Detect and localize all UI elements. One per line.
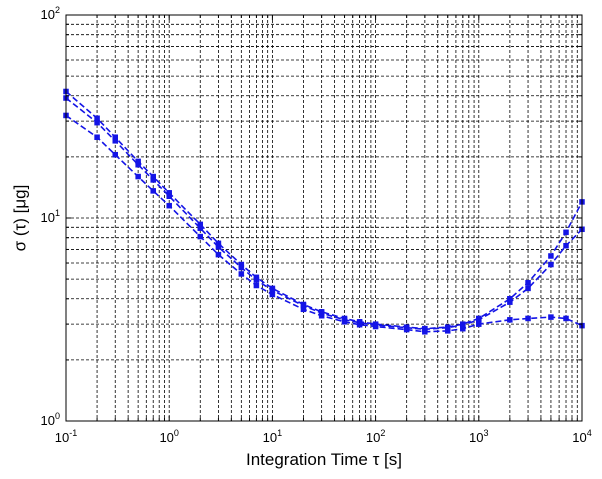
series-3-point	[238, 271, 245, 277]
x-tick-label: 101	[263, 428, 282, 445]
x-tick-label: 10-1	[55, 428, 77, 445]
series-3-point	[135, 173, 141, 180]
series-3-point	[548, 314, 554, 320]
x-tick-label: 104	[572, 428, 591, 445]
series-2-point	[215, 244, 222, 250]
series-3-point	[507, 317, 513, 323]
data-series	[63, 88, 585, 335]
y-tick-labels: 100 101 102	[41, 5, 60, 428]
series-3-point	[476, 321, 482, 327]
series-3-point	[356, 321, 363, 328]
series-3-point	[112, 151, 118, 158]
x-axis-label: Integration Time τ [s]	[245, 450, 402, 469]
series-2-point	[548, 261, 554, 268]
plot-frame	[65, 14, 583, 422]
series-2-point	[94, 119, 100, 126]
series-3-point	[150, 188, 156, 194]
series-2-line	[65, 97, 583, 331]
y-tick-label: 101	[41, 208, 60, 225]
series-2-point	[238, 264, 245, 271]
series-3-point	[372, 323, 379, 330]
series-2-point	[150, 177, 156, 183]
series-3-point	[403, 326, 410, 333]
series-3-point	[166, 202, 172, 209]
series-2-point	[112, 138, 118, 144]
series-3-point	[525, 315, 531, 322]
series-3-line	[65, 114, 583, 333]
y-tick-label: 100	[41, 411, 60, 428]
series-2-point	[197, 225, 204, 232]
series-3-point	[94, 134, 100, 140]
series-2-point	[563, 242, 569, 249]
x-tick-label: 100	[159, 428, 178, 445]
y-tick-label: 102	[41, 5, 60, 22]
grid-lines	[66, 15, 582, 421]
series-3-point	[318, 312, 325, 319]
x-tick-labels: 10-1 100 101 102 103 104	[55, 428, 592, 445]
series-3-point	[215, 251, 222, 258]
series-3-point	[563, 315, 569, 322]
series-1-point	[563, 229, 569, 236]
series-2-point	[525, 285, 531, 292]
y-axis-label: σ (τ) [μg]	[9, 184, 29, 252]
series-3-point	[444, 328, 451, 334]
series-3-point	[422, 329, 428, 335]
series-1-line	[65, 90, 583, 330]
series-3-point	[269, 291, 276, 298]
series-3-point	[341, 319, 348, 325]
series-3-point	[300, 306, 307, 313]
series-1-point	[548, 253, 554, 259]
series-3-point	[197, 233, 204, 240]
series-2-point	[507, 299, 513, 305]
series-3-point	[460, 325, 466, 332]
series-2-point	[135, 161, 141, 168]
x-tick-label: 102	[366, 428, 385, 445]
x-tick-label: 103	[469, 428, 488, 445]
series-2-point	[253, 277, 260, 283]
series-3-point	[253, 282, 260, 289]
series-2-point	[166, 193, 172, 199]
series-1-point	[525, 279, 531, 286]
